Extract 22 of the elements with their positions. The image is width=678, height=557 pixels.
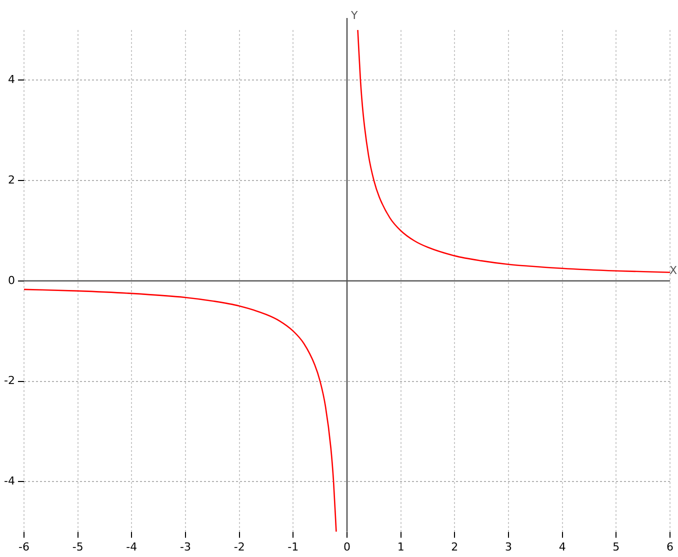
x-tick-label: -6 — [18, 540, 30, 554]
x-tick-label: 3 — [505, 540, 512, 554]
x-tick-label: 2 — [451, 540, 458, 554]
y-tick-label: -2 — [4, 374, 15, 388]
x-tick-label: 0 — [344, 540, 350, 554]
x-tick-label: -4 — [126, 540, 138, 554]
line-series — [24, 288, 337, 532]
y-tick-label: 0 — [8, 274, 15, 287]
y-tick-label: -4 — [4, 474, 15, 488]
y-axis-title: Y — [350, 8, 358, 22]
y-tick-label: 2 — [8, 173, 15, 186]
y-tick-label: 4 — [8, 73, 15, 86]
x-tick-label: -2 — [234, 540, 245, 554]
x-tick-label: -5 — [72, 540, 84, 554]
x-tick-label: 6 — [666, 540, 674, 554]
x-tick-label: 4 — [558, 540, 566, 554]
x-tick-label: 5 — [612, 540, 620, 554]
x-axis-title: X — [669, 264, 678, 277]
line-series — [357, 30, 670, 274]
x-tick-label: 1 — [397, 540, 404, 554]
x-tick-label: -3 — [180, 540, 191, 554]
x-tick-label: -1 — [288, 540, 299, 554]
